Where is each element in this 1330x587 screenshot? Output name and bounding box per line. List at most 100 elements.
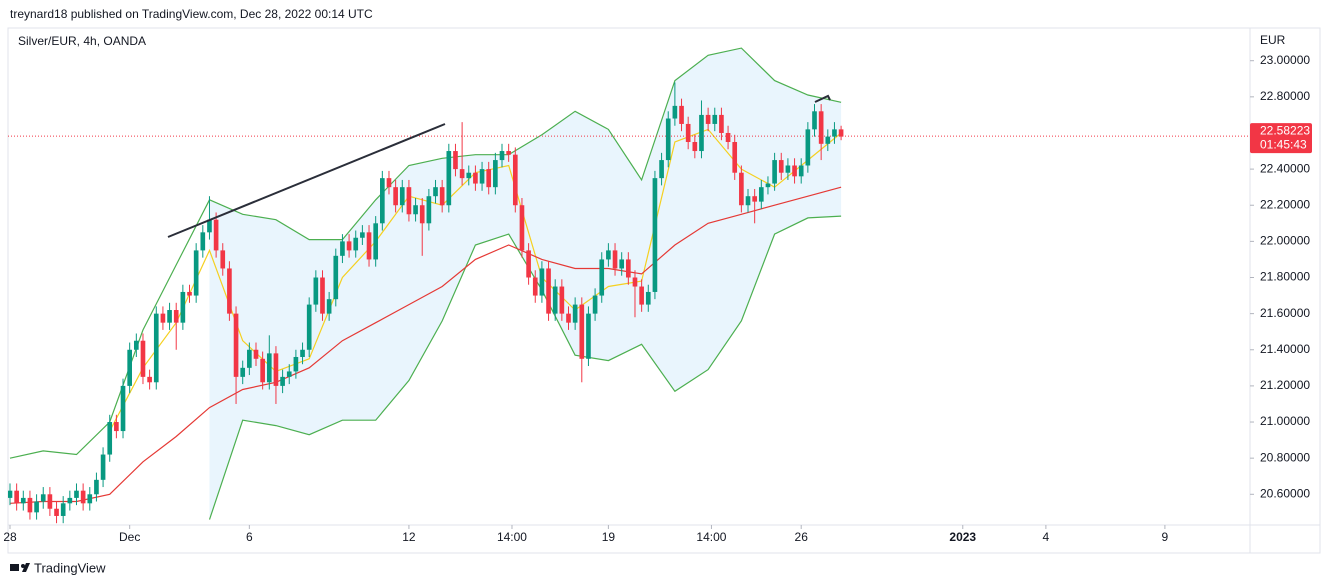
x-tick-label: 14:00 [696,530,726,544]
x-tick-label: 14:00 [497,530,527,544]
logo-dot [21,564,25,568]
candle-body [60,503,66,516]
candle-body [94,479,99,495]
candle-body [639,286,644,305]
candle-body [798,165,804,177]
logo-slash [22,563,30,572]
candle-body [247,349,252,368]
y-tick-label: 20.60000 [1260,486,1310,500]
candle-body [712,114,718,124]
candle-body [473,172,478,184]
candle-body [193,250,199,296]
plot-area [8,47,1250,524]
candle-body [353,237,359,251]
candle-body [466,172,472,179]
candle-body [253,349,259,359]
footer-logo: TradingView [10,560,106,575]
candle-body [393,187,398,206]
candle-body [220,250,226,269]
candle-body [778,160,784,173]
candle-body [20,497,26,504]
candle-body [559,286,565,314]
trend-line [167,123,446,238]
candle-body [566,313,571,323]
candle-body [313,277,319,305]
candle-body [380,178,385,224]
price-label: 22.58223 [1260,123,1310,137]
x-tick-label: 2023 [949,530,976,544]
x-tick-label: 28 [3,530,17,544]
candle-body [419,205,425,224]
candle-body [87,494,93,504]
candle-body [606,250,611,260]
candle-body [153,313,159,383]
candle-body [652,178,658,292]
x-tick-label: 4 [1043,530,1050,544]
x-tick-label: 19 [602,530,616,544]
candle-body [805,129,811,166]
currency-label: EUR [1260,33,1286,47]
candle-body [107,422,113,455]
indicator-line [208,215,842,520]
candle-body [586,313,591,359]
candle-body [493,160,498,188]
candle-body [765,183,771,188]
candle-body [180,291,186,323]
candle-body [632,277,638,287]
candle-body [306,304,312,350]
candle-body [792,165,797,177]
candle-body [838,129,844,137]
candle-body [592,295,598,314]
x-tick-label: Dec [119,530,140,544]
candle-body [453,151,458,170]
candle-body [552,286,558,314]
candle-body [406,187,412,215]
price-label-box [1250,123,1312,154]
candle-body [433,187,438,197]
y-tick-label: 21.40000 [1260,342,1310,356]
candle-body [705,114,711,124]
candle-body [699,114,704,152]
candle-body [772,160,777,184]
y-tick-label: 20.80000 [1260,450,1310,464]
x-tick-label: 12 [402,530,416,544]
y-tick-label: 23.00000 [1260,53,1310,67]
candle-body [200,232,206,251]
y-tick-label: 22.00000 [1260,234,1310,248]
candle-body [399,187,405,206]
symbol-title: Silver/EUR, 4h, OANDA [18,34,146,48]
y-tick-label: 21.00000 [1260,414,1310,428]
candle-body [34,501,39,513]
candle-body [167,310,172,323]
candle-body [74,490,79,498]
candle-body [140,340,146,377]
candle-body [459,169,465,179]
candle-body [8,490,13,498]
candle-body [80,490,86,504]
candle-body [519,205,525,251]
candle-body [659,160,664,179]
candle-body [207,219,212,233]
candle-body [532,277,538,296]
candle-body [147,376,152,383]
candle-body [512,154,518,206]
candle-body [300,349,305,357]
candle-body [386,178,392,188]
countdown-label: 01:45:43 [1260,137,1307,151]
candle-body [486,169,492,188]
publisher-header: treynard18 published on TradingView.com,… [10,7,373,21]
candle-body [160,313,166,323]
band-fill [209,48,842,520]
indicator-line [9,186,842,504]
x-tick-label: 9 [1162,530,1169,544]
candle-body [626,259,631,278]
candle-body [692,142,698,152]
candle-body [539,268,545,296]
indicator-line [9,47,842,459]
candle-body [54,508,59,516]
y-tick-label: 22.20000 [1260,197,1310,211]
candle-body [572,304,578,323]
trend-line-small [814,94,831,103]
candle-body [732,142,738,173]
candle-body [752,196,757,202]
